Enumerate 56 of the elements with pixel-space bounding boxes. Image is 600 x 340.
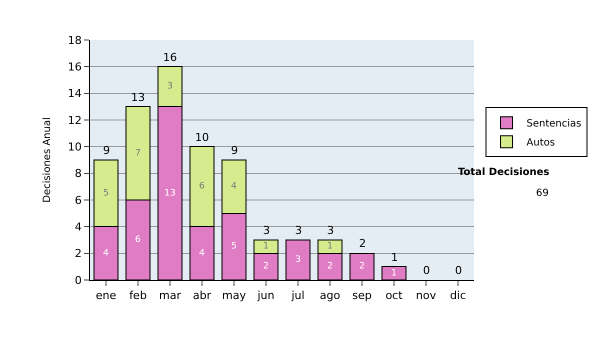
data-label: 2 xyxy=(359,262,365,272)
total-label: 9 xyxy=(103,144,110,157)
data-label: 1 xyxy=(327,242,333,252)
legend-label: Autos xyxy=(526,138,555,149)
data-label: 5 xyxy=(231,242,237,252)
total-label: 2 xyxy=(359,237,366,250)
total-label: 3 xyxy=(263,224,270,237)
total-label: 13 xyxy=(131,91,145,104)
x-tick-label: nov xyxy=(416,289,437,302)
x-tick-label: oct xyxy=(385,289,404,302)
x-tick-label: ago xyxy=(320,289,340,302)
data-label: 6 xyxy=(199,182,205,192)
legend-label: Sentencias xyxy=(526,118,582,130)
x-tick-label: jul xyxy=(290,289,305,302)
x-tick-label: ene xyxy=(96,289,116,302)
x-tick-label: feb xyxy=(129,289,147,302)
data-label: 4 xyxy=(231,182,237,192)
data-label: 2 xyxy=(263,262,269,272)
y-tick-label: 10 xyxy=(68,140,82,154)
x-tick-label: sep xyxy=(352,289,372,302)
x-tick-label: abr xyxy=(192,289,212,302)
y-tick-label: 6 xyxy=(74,194,82,207)
y-tick-label: 14 xyxy=(68,87,82,100)
total-label: 0 xyxy=(423,264,430,277)
data-label: 2 xyxy=(327,262,333,272)
data-label: 1 xyxy=(391,268,397,278)
data-label: 3 xyxy=(295,255,301,265)
y-tick-label: 8 xyxy=(74,167,82,180)
total-label: 16 xyxy=(163,51,177,64)
y-tick-label: 12 xyxy=(68,114,82,127)
x-tick-label: may xyxy=(222,289,246,302)
total-label: 10 xyxy=(195,131,209,144)
text: 69 xyxy=(536,188,549,199)
data-label: 5 xyxy=(103,188,109,198)
data-label: 4 xyxy=(199,248,205,258)
total-label: 0 xyxy=(455,264,462,277)
total-label: 9 xyxy=(231,144,238,157)
x-tick-label: jun xyxy=(256,289,275,302)
total-label: 3 xyxy=(295,224,302,237)
y-axis-title: Decisiones Anual xyxy=(42,117,53,203)
y-tick-label: 18 xyxy=(68,34,82,47)
data-label: 3 xyxy=(167,82,173,92)
total-label: 1 xyxy=(391,251,398,264)
data-label: 7 xyxy=(135,148,141,158)
y-tick-label: 0 xyxy=(74,274,82,287)
x-tick-label: mar xyxy=(159,289,182,302)
data-label: 13 xyxy=(164,188,176,198)
y-tick-label: 16 xyxy=(68,60,82,74)
data-label: 1 xyxy=(263,242,269,252)
annotation: Total Decisiones xyxy=(458,167,550,178)
data-label: 6 xyxy=(135,235,141,245)
x-tick-label: dic xyxy=(450,289,466,302)
data-label: 4 xyxy=(103,248,109,258)
y-tick-label: 2 xyxy=(74,247,82,260)
total-label: 3 xyxy=(327,224,334,237)
y-tick-label: 4 xyxy=(74,220,82,234)
